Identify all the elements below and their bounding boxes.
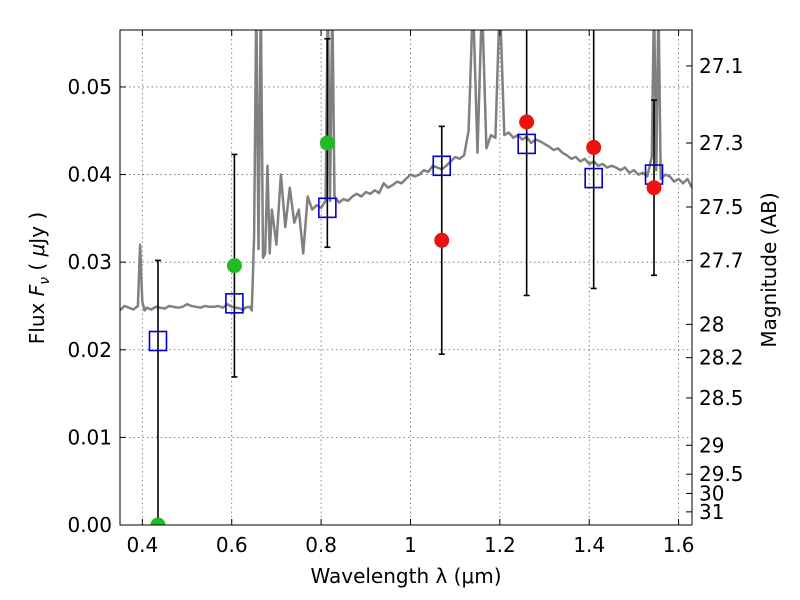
y-axis-label: Flux Fν ( μJy ) bbox=[25, 212, 53, 344]
model-point-box bbox=[148, 330, 168, 352]
y-axis-label-unit: Jy ) bbox=[25, 212, 49, 246]
right-tick-label: 27.7 bbox=[699, 248, 744, 272]
right-tick-label: 30 bbox=[699, 481, 724, 505]
plot-frame bbox=[119, 29, 693, 526]
observed-point-green bbox=[226, 258, 242, 274]
x-axis-label: Wavelength λ (μm) bbox=[310, 564, 501, 588]
x-tick-label: 1.4 bbox=[573, 533, 605, 557]
x-tick-label: 1.2 bbox=[484, 533, 516, 557]
y-axis-label-prefix: Flux bbox=[25, 296, 49, 344]
right-tick-label: 27.5 bbox=[699, 195, 744, 219]
observed-point-red bbox=[586, 139, 602, 155]
right-tick-label: 27.3 bbox=[699, 131, 744, 155]
right-tick-label: 28.2 bbox=[699, 346, 744, 370]
y-axis-label-suffix: ( bbox=[25, 256, 49, 277]
model-point-box bbox=[432, 155, 452, 177]
x-tick-label: 1.6 bbox=[663, 533, 695, 557]
right-tick-label: 29 bbox=[699, 433, 724, 457]
x-tick-label: 0.4 bbox=[126, 533, 158, 557]
y-tick-label: 0.00 bbox=[67, 513, 112, 537]
model-point-box bbox=[225, 293, 244, 314]
model-point-box bbox=[584, 167, 603, 189]
right-tick-label: 29.5 bbox=[699, 462, 744, 486]
ticks-layer: 0.4 0.6 0.8 1 1.2 1.4 1.6 0.00 0.01 0.02 0.03 0.04 0… bbox=[67, 30, 744, 557]
model-point-box bbox=[517, 133, 536, 155]
spectrum-line bbox=[120, 30, 692, 312]
plot-background bbox=[120, 30, 692, 525]
observed-point-red bbox=[519, 114, 535, 130]
model-points-layer bbox=[148, 133, 664, 352]
right-tick-label: 28.5 bbox=[699, 386, 744, 410]
observed-point-red bbox=[434, 232, 450, 248]
observed-point-green bbox=[150, 517, 166, 525]
y-axis-right-label: Magnitude (AB) bbox=[757, 192, 781, 347]
y-tick-label: 0.01 bbox=[67, 425, 112, 449]
spectrum-layer bbox=[120, 30, 692, 312]
y-tick-label: 0.05 bbox=[67, 75, 112, 99]
y-axis-label-subscript: ν bbox=[37, 277, 53, 285]
right-tick-label: 27.1 bbox=[699, 54, 744, 78]
y-axis-label-symbol: F bbox=[25, 284, 49, 296]
observed-point-green bbox=[319, 135, 335, 151]
y-axis-label-mu: μ bbox=[25, 244, 49, 258]
right-tick-label: 28 bbox=[699, 312, 724, 336]
model-point-box bbox=[318, 197, 337, 219]
observed-point-red bbox=[646, 180, 662, 196]
observed-points-layer bbox=[150, 114, 662, 525]
grid-lines bbox=[120, 30, 692, 526]
x-tick-label: 1 bbox=[404, 533, 417, 557]
y-tick-label: 0.04 bbox=[67, 163, 112, 187]
x-tick-label: 0.6 bbox=[216, 533, 248, 557]
y-tick-label: 0.03 bbox=[67, 250, 112, 274]
right-tick-label: 31 bbox=[699, 500, 724, 524]
x-tick-label: 0.8 bbox=[305, 533, 337, 557]
y-tick-label: 0.02 bbox=[67, 338, 112, 362]
